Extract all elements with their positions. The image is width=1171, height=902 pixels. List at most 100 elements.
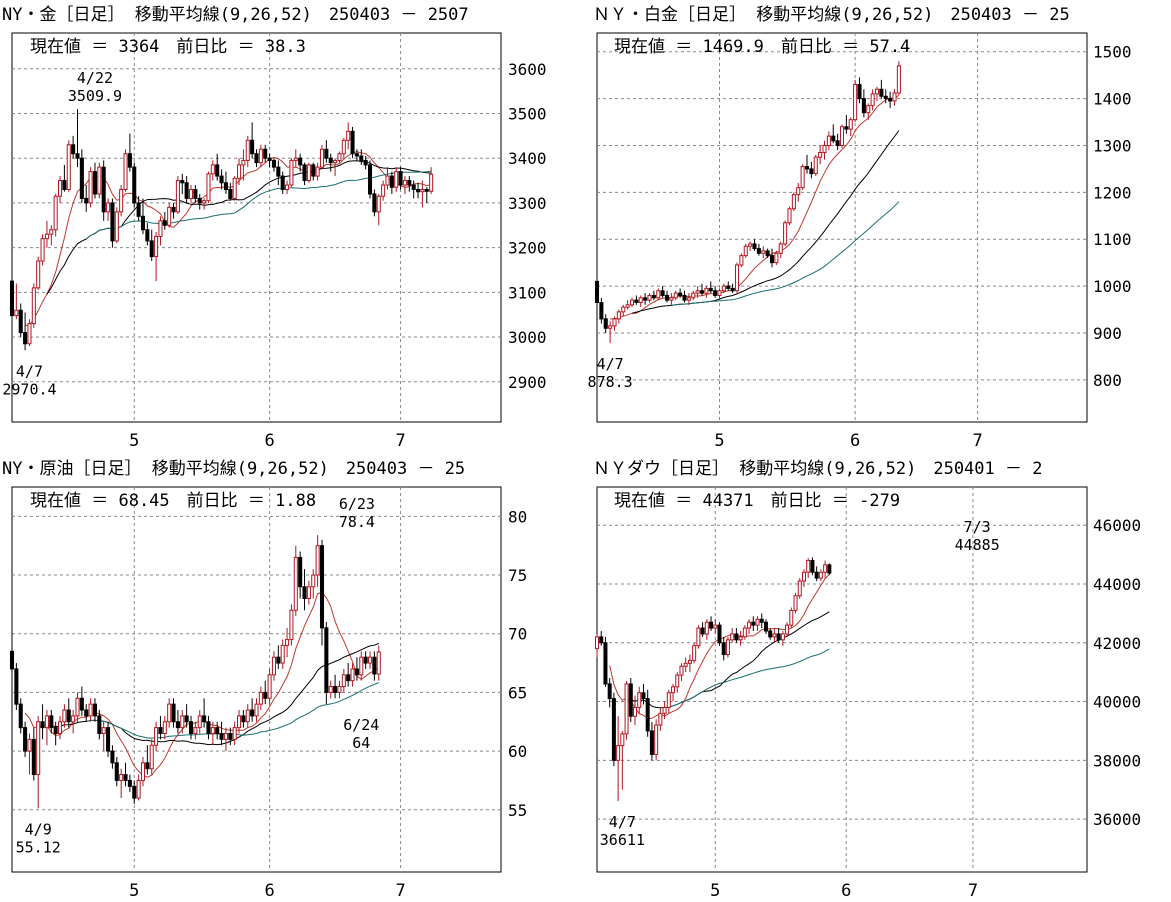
candle-down [649,730,654,755]
candle-up [691,292,696,299]
candle-up [791,194,796,210]
candle-up [202,200,207,204]
candle-down [708,287,713,292]
candle-down [298,157,303,166]
candle-up [801,571,806,582]
candle-up [608,325,613,329]
x-tick-label: 7 [395,881,405,901]
candle-down [110,202,115,242]
candle-up [210,164,215,175]
candle-up [62,709,67,723]
candle-up [787,208,792,224]
ma-9-line [25,151,432,326]
candle-down [106,727,111,752]
current-value-label: 現在値 ＝ 1469.9 前日比 ＝ 57.4 [614,37,910,57]
candle-up [14,309,19,317]
candle-up [123,153,128,190]
candle-up [687,659,692,664]
candle-down [354,668,359,676]
candle-down [145,229,150,242]
annotation-date: 4/7 [609,813,636,831]
candle-down [634,299,639,303]
candle-down [215,164,220,177]
candle-down [132,166,137,204]
candle-up [839,126,845,146]
candle-up [66,144,71,190]
candle-up [637,692,642,708]
candle-down [603,642,608,685]
plot-frame [596,32,1088,423]
candle-up [232,177,237,199]
y-tick-label: 65 [508,683,527,702]
candle-down [641,692,646,700]
annotation-date: 4/9 [25,820,52,838]
candle-down [883,95,888,100]
candle-down [127,779,132,787]
candle-up [175,180,180,213]
candle-down [18,309,23,334]
candle-up [245,139,250,161]
candle-up [44,233,49,240]
ma-26-line [630,611,830,709]
candle-up [258,148,263,164]
candle-down [263,148,268,159]
candle-down [101,166,106,213]
x-tick-label: 7 [395,431,405,451]
candle-up [158,220,163,237]
candle-down [333,686,338,693]
candle-down [49,715,54,729]
candle-down [149,240,154,258]
candle-up [44,715,49,729]
candle-up [289,609,294,641]
candle-up [381,184,386,197]
candle-down [184,715,189,723]
candle-up [36,721,41,776]
x-tick-label: 7 [973,431,983,451]
candle-up [385,175,390,186]
candle-up [822,144,827,154]
chart-title: ＮＹダウ［日足］ 移動平均線(9,26,52) 250401 － 2 [593,459,1042,479]
candle-up [315,545,320,576]
candle-down [276,166,281,177]
candle-up [193,727,198,734]
candle-up [149,744,154,770]
candle-down [367,164,373,195]
chart-panel-1: NY・金［日足］ 移動平均線(9,26,52) 250403 － 2507 290… [2,5,547,451]
y-tick-label: 3500 [508,104,547,123]
candle-up [232,727,237,740]
y-tick-label: 3400 [508,149,547,168]
y-tick-label: 46000 [1093,516,1141,535]
candle-up [223,732,228,740]
candle-down [752,243,757,250]
candle-down [346,674,351,682]
candle-up [57,721,63,734]
candle-down [228,188,233,199]
candle-up [206,173,211,202]
candle-down [62,180,67,190]
x-tick-label: 6 [850,431,860,451]
candle-down [302,164,307,182]
candle-up [743,245,748,257]
candle-up [88,171,93,204]
candle-down [765,250,770,257]
candle-down [594,280,600,303]
candle-down [140,215,146,231]
ma-52-line [668,648,830,708]
candle-up [350,668,355,682]
candle-up [140,762,146,781]
candle-up [748,243,753,247]
candle-down [97,715,102,734]
candle-up [818,571,823,579]
candle-up [778,243,783,254]
x-tick-label: 5 [129,881,139,901]
candle-up [848,119,853,130]
candle-up [621,306,626,313]
candle-up [624,683,629,735]
candle-up [167,206,172,226]
y-tick-label: 3300 [508,194,547,213]
candle-up [654,724,659,755]
candle-up [683,662,688,667]
candle-down [844,126,849,130]
y-tick-label: 60 [508,742,527,761]
candle-down [424,188,429,192]
